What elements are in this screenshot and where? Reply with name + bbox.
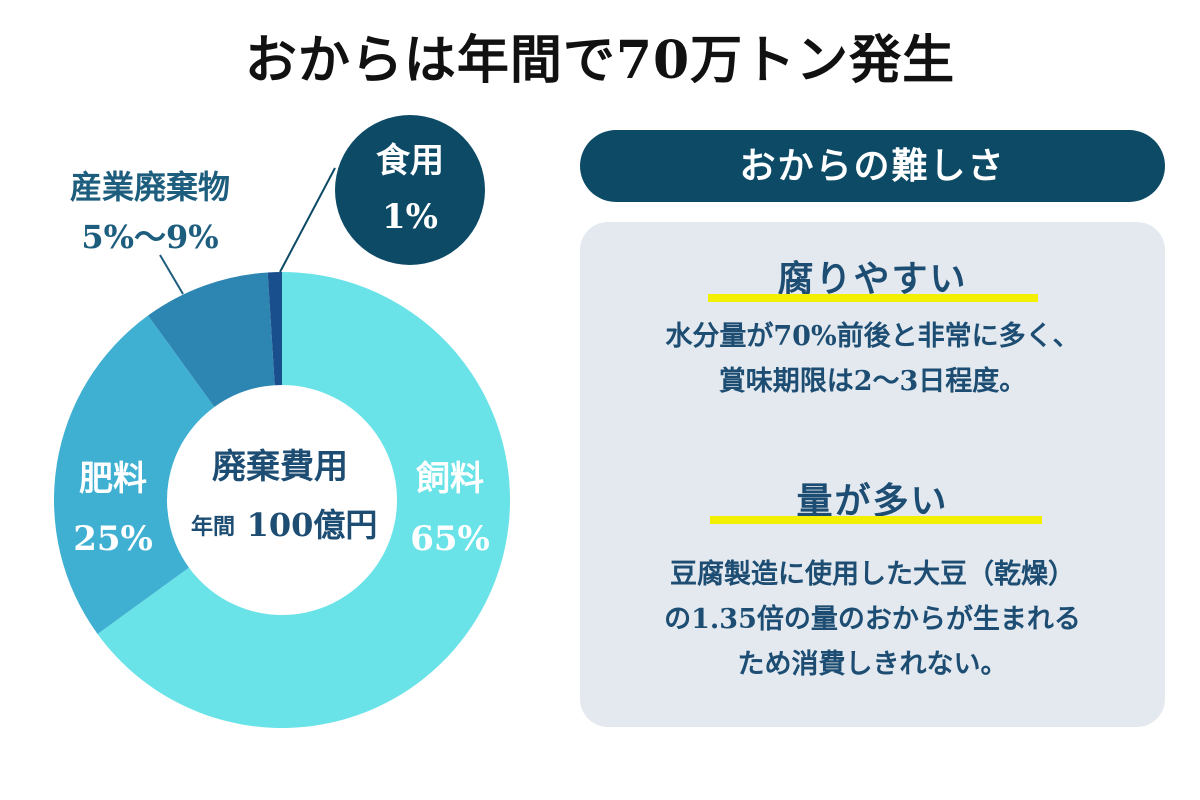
callout-name: 食用 xyxy=(376,141,444,181)
donut-chart: 食用 1% 産業廃棄物 5%〜9% 飼料 65% 肥料 25% 廃棄費用 年間 … xyxy=(54,115,511,728)
fertilizer-label-name: 肥料 xyxy=(79,459,147,499)
callout-leader-line xyxy=(279,167,336,273)
industrial-label-name: 産業廃棄物 xyxy=(70,168,230,206)
industrial-leader-line xyxy=(159,254,184,295)
point-title-volume: 量が多い xyxy=(796,480,949,522)
center-amount-label: 年間 xyxy=(191,514,235,540)
panel-body: 腐りやすい 水分量が70%前後と非常に多く、 賞味期限は2〜3日程度。 量が多い… xyxy=(580,222,1165,727)
donut-slice-1 xyxy=(54,315,215,635)
fertilizer-label-value: 25% xyxy=(73,519,153,559)
donut-slice-2 xyxy=(147,272,275,407)
point-text-perishable: 水分量が70%前後と非常に多く、 賞味期限は2〜3日程度。 xyxy=(665,321,1080,397)
callout-value: 1% xyxy=(382,197,438,237)
center-amount: 100億円 xyxy=(247,506,378,544)
donut-slice-0 xyxy=(97,272,511,728)
center-title: 廃棄費用 xyxy=(212,447,348,487)
industrial-label-value: 5%〜9% xyxy=(81,218,218,256)
point-text-volume: 豆腐製造に使用した大豆（乾燥） の1.35倍の量のおからが生まれる ため消費しき… xyxy=(664,559,1081,680)
point-title-perishable: 腐りやすい xyxy=(777,258,968,300)
feed-label-value: 65% xyxy=(410,519,490,559)
panel-header: おからの難しさ xyxy=(580,130,1165,202)
feed-label-name: 飼料 xyxy=(416,459,484,499)
point-underline-perishable xyxy=(708,294,1038,302)
page-title: おからは年間で70万トン発生 xyxy=(244,30,956,91)
donut-slice-3 xyxy=(267,272,282,386)
callout-bubble xyxy=(335,115,485,265)
point-underline-volume xyxy=(710,516,1042,524)
